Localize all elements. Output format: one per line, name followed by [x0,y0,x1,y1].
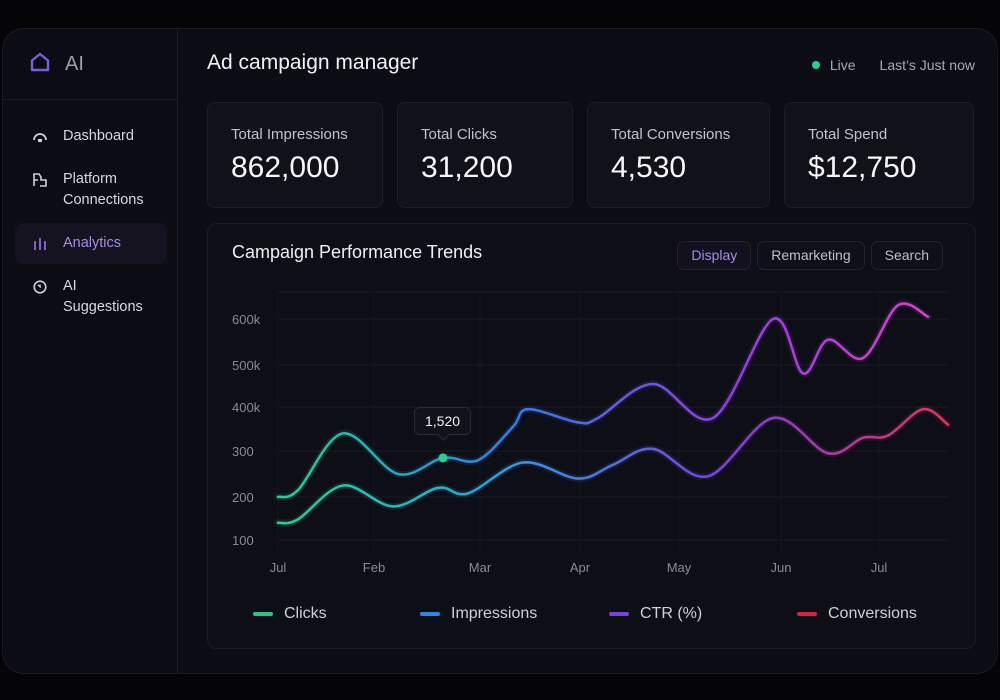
x-tick-label: Jun [771,560,792,575]
legend-conversions[interactable]: Conversions [797,605,917,623]
brand-name: AI [65,52,84,75]
chart-legend: Clicks Impressions CTR (%) Conversions [208,605,975,629]
stat-card-clicks: Total Clicks 31,200 [397,102,573,208]
legend-impressions[interactable]: Impressions [420,605,537,623]
platform-icon [31,169,49,190]
tab-remarketing[interactable]: Remarketing [757,241,865,270]
line-chart: 100 200 300 400k 500k 600k Jul Feb Mar Apr May Jun… [232,291,952,575]
series-line-0[interactable] [276,302,930,499]
legend-swatch [609,612,629,616]
legend-label: Impressions [451,605,538,622]
legend-clicks[interactable]: Clicks [253,605,327,623]
x-tick-label: Mar [469,560,492,575]
sidebar: AI Dashboard Platform Connections Analyt… [3,29,178,673]
chart-title: Campaign Performance Trends [232,242,483,262]
status-label: Live [829,57,856,73]
x-tick-label: Jul [270,560,287,575]
sidebar-item-label: Analytics [63,235,122,251]
home-icon [29,51,51,78]
y-tick-label: 500k [232,358,261,373]
stat-value: 31,200 [421,151,513,184]
legend-label: CTR (%) [640,605,703,622]
stat-value: $12,750 [808,151,917,184]
legend-swatch [797,612,817,616]
campaign-type-tabs: Display Remarketing Search [677,241,943,270]
legend-ctr[interactable]: CTR (%) [609,605,702,623]
brand[interactable]: AI [3,29,177,100]
dashboard-icon [31,126,49,147]
legend-swatch [253,612,273,616]
sidebar-item-dashboard[interactable]: Dashboard [15,116,167,157]
x-tick-label: May [667,560,692,575]
x-tick-label: Apr [570,560,591,575]
bar-chart-icon [31,233,49,254]
sidebar-item-analytics[interactable]: Analytics [15,223,167,264]
stat-card-spend: Total Spend $12,750 [784,102,974,208]
app-window: AI Dashboard Platform Connections Analyt… [2,28,998,674]
legend-label: Clicks [284,605,327,622]
stat-value: 862,000 [231,151,340,184]
stat-label: Total Conversions [611,126,731,143]
live-dot-icon [811,61,820,69]
sidebar-item-platform-connections[interactable]: Platform Connections [15,159,167,221]
legend-swatch [420,612,440,616]
sidebar-item-label: Platform Connections [63,171,144,208]
stat-card-conversions: Total Conversions 4,530 [587,102,770,208]
y-tick-label: 400k [232,400,261,415]
chart-tooltip: 1,520 [414,406,472,435]
y-tick-label: 300 [232,444,254,459]
series-line-1[interactable] [276,407,950,525]
main-content: Ad campaign manager Live Last’s Just now… [178,29,997,673]
live-status: Live Last’s Just now [811,57,975,73]
performance-chart-card: Campaign Performance Trends Display Rema… [207,223,976,649]
y-tick-label: 100 [232,533,254,548]
tab-search[interactable]: Search [870,241,943,270]
x-tick-label: Jul [871,560,888,575]
stat-card-impressions: Total Impressions 862,000 [207,102,383,208]
page-title: Ad campaign manager [207,51,419,74]
sidebar-item-label: Dashboard [63,128,134,144]
sidebar-item-ai-suggestions[interactable]: AI Suggestions [15,266,167,328]
x-tick-label: Feb [363,560,385,575]
last-updated: Last’s Just now [879,57,975,73]
legend-label: Conversions [828,605,917,622]
y-tick-label: 600k [232,312,261,327]
stat-label: Total Impressions [231,126,348,143]
stat-label: Total Spend [808,126,888,143]
tab-display[interactable]: Display [677,241,752,270]
suggestion-icon [31,276,49,297]
highlight-point[interactable] [438,453,448,463]
sidebar-nav: Dashboard Platform Connections Analytics… [3,100,177,328]
stat-label: Total Clicks [421,126,497,143]
stat-value: 4,530 [611,151,687,184]
sidebar-item-label: AI Suggestions [63,278,143,315]
y-tick-label: 200 [232,490,254,505]
